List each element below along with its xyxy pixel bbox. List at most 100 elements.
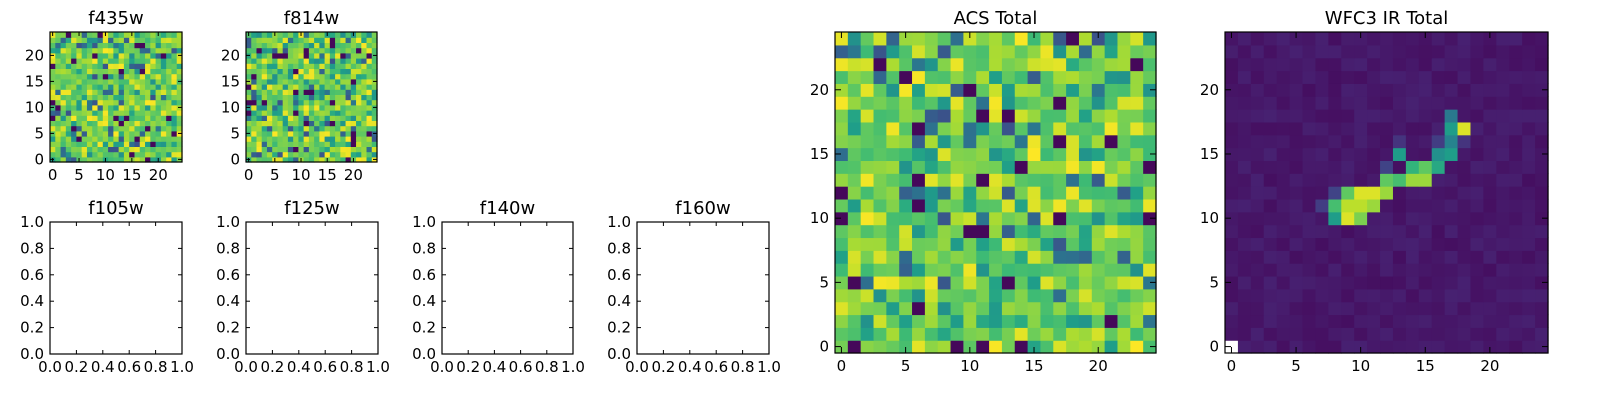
heatmap-cell (71, 151, 77, 158)
heatmap-cell (1001, 288, 1016, 303)
heatmap-cell (155, 47, 162, 54)
heatmap-cell (340, 42, 347, 49)
heatmap-cell (55, 120, 62, 127)
heatmap-cell (1392, 263, 1407, 277)
heatmap-cell (160, 125, 167, 132)
heatmap-cell (1104, 44, 1119, 59)
heatmap-cell (912, 83, 926, 97)
heatmap-cell (873, 314, 887, 328)
heatmap-cell (1001, 314, 1016, 328)
heatmap-cell (1263, 263, 1278, 277)
heatmap-cell (81, 73, 88, 80)
heatmap-cell (329, 52, 336, 59)
heatmap-cell (293, 130, 299, 137)
heatmap-cell (1418, 275, 1433, 290)
heatmap-cell (873, 186, 887, 200)
heatmap-cell (937, 57, 952, 72)
heatmap-cell (1263, 57, 1278, 72)
heatmap-cell (1341, 224, 1355, 239)
heatmap-cell (92, 125, 99, 132)
heatmap-cell (340, 84, 347, 90)
heatmap-cell (1130, 224, 1144, 239)
heatmap-cell (1078, 173, 1093, 187)
heatmap-cell (924, 32, 939, 46)
heatmap-cell (899, 340, 913, 354)
heatmap-cell (340, 37, 347, 43)
heatmap-cell (92, 136, 99, 142)
heatmap-cell (108, 156, 114, 163)
heatmap-cell (1367, 134, 1381, 149)
heatmap-cell (1315, 57, 1329, 72)
heatmap-cell (324, 141, 331, 147)
heatmap-cell (1091, 224, 1106, 239)
heatmap-cell (1130, 70, 1144, 84)
heatmap-cell (963, 186, 977, 200)
heatmap-cell (361, 89, 368, 95)
heatmap-cell (356, 68, 362, 75)
y-tick-label: 0.8 (607, 239, 631, 257)
heatmap-cell (976, 224, 990, 239)
heatmap-cell (1027, 186, 1042, 200)
heatmap-cell (345, 136, 352, 142)
heatmap-cell (123, 73, 130, 80)
heatmap-cell (1001, 198, 1016, 213)
heatmap-cell (319, 136, 326, 142)
heatmap-cell (319, 63, 326, 69)
panel-title: f125w (284, 198, 339, 219)
heatmap-cell (1014, 288, 1029, 303)
heatmap-cell (81, 84, 88, 90)
heatmap-cell (1250, 57, 1265, 72)
heatmap-cell (282, 94, 289, 101)
heatmap-cell (350, 151, 357, 158)
heatmap-cell (1040, 173, 1054, 187)
heatmap-cell (356, 146, 362, 153)
heatmap-cell (835, 250, 849, 264)
heatmap-cell (314, 151, 320, 158)
heatmap-cell (1483, 32, 1497, 46)
heatmap-cell (256, 84, 263, 90)
heatmap-cell (1237, 44, 1252, 59)
heatmap-cell (1276, 147, 1291, 161)
heatmap-cell (1341, 275, 1355, 290)
heatmap-cell (308, 37, 315, 43)
heatmap-cell (371, 151, 378, 158)
heatmap-cell (371, 32, 378, 38)
heatmap-cell (76, 52, 83, 59)
heatmap-cell (1328, 109, 1342, 123)
heatmap-cell (899, 96, 913, 110)
heatmap-cell (97, 37, 104, 43)
panel-title: f105w (88, 198, 143, 219)
heatmap-cell (1354, 301, 1368, 316)
heatmap-cell (1496, 211, 1510, 226)
heatmap-cell (963, 224, 977, 239)
heatmap-cell (92, 32, 99, 38)
heatmap-cell (134, 73, 141, 80)
heatmap-cell (308, 136, 315, 142)
heatmap-cell (1367, 96, 1381, 110)
heatmap-cell (139, 68, 146, 75)
heatmap-cell (134, 37, 141, 43)
heatmap-cell (350, 130, 357, 137)
heatmap-cell (989, 301, 1003, 316)
heatmap-cell (873, 263, 887, 277)
axes-frame (1224, 31, 1549, 354)
panel-title: ACS Total (954, 8, 1038, 29)
heatmap-cell (860, 250, 875, 264)
heatmap-cell (266, 73, 273, 80)
heatmap-cell (1066, 121, 1080, 136)
heatmap-cell (171, 58, 178, 64)
heatmap-cell (134, 120, 141, 127)
heatmap-cell (1001, 275, 1016, 290)
heatmap-cell (950, 83, 964, 97)
heatmap-cell (1496, 237, 1510, 251)
heatmap-cell (950, 288, 964, 303)
y-tick-label: 15 (221, 72, 240, 90)
heatmap-cell (1263, 147, 1278, 161)
heatmap-cell (145, 84, 151, 90)
heatmap-cell (835, 186, 849, 200)
heatmap-cell (1091, 340, 1106, 354)
heatmap-cell (261, 151, 268, 158)
heatmap-cell (65, 115, 72, 121)
heatmap-cell (86, 120, 93, 127)
